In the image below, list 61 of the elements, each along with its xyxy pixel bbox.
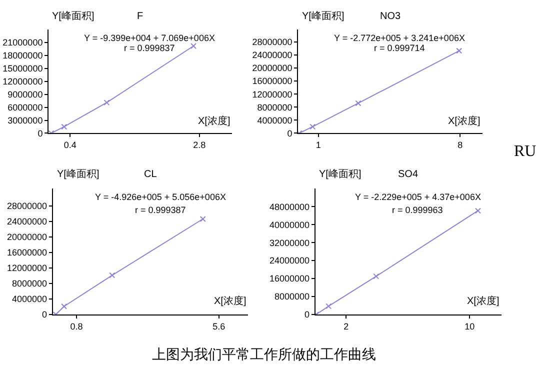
y-tick-label: 12000000 bbox=[2, 76, 43, 87]
x-tick-label: 0.8 bbox=[70, 321, 83, 332]
y-tick-label: 24000000 bbox=[269, 256, 310, 266]
y-tick-label: 21000000 bbox=[2, 38, 43, 48]
y-tick-label: 18000000 bbox=[2, 50, 43, 61]
y-tick-label: 15000000 bbox=[2, 64, 43, 74]
y-tick-label: 16000000 bbox=[252, 76, 292, 86]
x-axis-title: X[浓度] bbox=[214, 295, 246, 307]
chart-title: CL bbox=[144, 169, 158, 180]
y-tick-label: 12000000 bbox=[252, 89, 292, 100]
x-tick-label: 1 bbox=[316, 140, 321, 150]
chart-title: F bbox=[137, 11, 144, 22]
x-tick-label: 2.8 bbox=[193, 140, 206, 150]
y-tick-label: 8000000 bbox=[274, 292, 310, 302]
x-tick-label: 2 bbox=[344, 321, 349, 332]
y-tick-label: 16000000 bbox=[6, 248, 48, 258]
y-tick-label: 40000000 bbox=[269, 220, 310, 230]
y-tick-label: 3000000 bbox=[8, 115, 43, 126]
x-tick-label: 8 bbox=[458, 140, 463, 150]
annotation: Y = -2.772e+005 + 3.241e+006X bbox=[334, 33, 465, 43]
y-axis-title: Y[峰面积] bbox=[52, 10, 94, 22]
annotation: r = 0.999714 bbox=[374, 43, 425, 53]
annotation: Y = -4.926e+005 + 5.056e+006X bbox=[95, 192, 226, 202]
annotation: Y = -2.229e+005 + 4.37e+006X bbox=[355, 192, 481, 202]
y-tick-label: 6000000 bbox=[8, 102, 43, 112]
y-tick-label: 20000000 bbox=[6, 232, 48, 242]
y-tick-label: 28000000 bbox=[6, 200, 48, 211]
y-tick-label: 28000000 bbox=[252, 37, 292, 48]
y-tick-label: 48000000 bbox=[269, 202, 310, 212]
x-tick-label: 0.4 bbox=[64, 140, 76, 150]
chart-title: NO3 bbox=[380, 11, 401, 22]
annotation: r = 0.999387 bbox=[135, 205, 186, 215]
y-tick-label: 32000000 bbox=[269, 238, 310, 248]
y-tick-label: 20000000 bbox=[252, 63, 292, 74]
y-axis-title: Y[峰面积] bbox=[302, 10, 344, 22]
y-tick-label: 16000000 bbox=[269, 274, 310, 284]
y-axis-title: Y[峰面积] bbox=[319, 168, 362, 180]
y-tick-label: 0 bbox=[42, 310, 48, 320]
x-axis-title: X[浓度] bbox=[467, 295, 500, 307]
y-axis-title: Y[峰面积] bbox=[57, 168, 100, 180]
x-tick-label: 10 bbox=[464, 321, 475, 332]
y-tick-label: 24000000 bbox=[6, 216, 48, 226]
y-tick-label: 0 bbox=[304, 310, 310, 320]
x-axis-title: X[浓度] bbox=[198, 115, 230, 127]
y-tick-label: 8000000 bbox=[12, 278, 48, 289]
annotation: r = 0.999963 bbox=[392, 205, 443, 215]
annotation: Y = -9.399e+004 + 7.069e+006X bbox=[84, 33, 215, 43]
y-tick-label: 0 bbox=[38, 128, 43, 138]
x-tick-label: 5.6 bbox=[212, 321, 226, 332]
y-tick-label: 4000000 bbox=[257, 115, 292, 126]
y-tick-label: 12000000 bbox=[6, 263, 48, 274]
y-tick-label: 9000000 bbox=[8, 90, 43, 100]
y-tick-label: 0 bbox=[287, 128, 292, 138]
text: RU bbox=[514, 143, 537, 160]
annotation: r = 0.999837 bbox=[124, 43, 175, 53]
chart-title: SO4 bbox=[398, 169, 418, 180]
x-axis-title: X[浓度] bbox=[448, 115, 480, 127]
y-tick-label: 24000000 bbox=[252, 50, 292, 60]
text: 上图为我们平常工作所做的工作曲线 bbox=[152, 347, 376, 363]
y-tick-label: 4000000 bbox=[12, 294, 48, 304]
y-tick-label: 8000000 bbox=[257, 102, 292, 112]
